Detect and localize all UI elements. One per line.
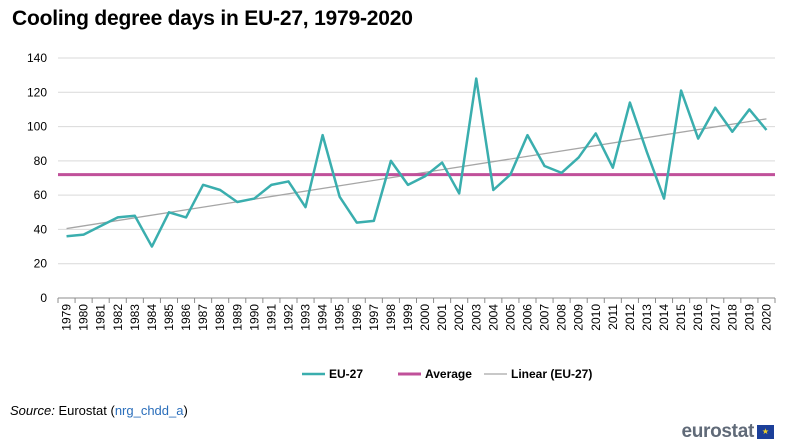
- x-tick-label: 1994: [316, 304, 330, 331]
- x-tick-label: 1997: [367, 304, 381, 331]
- x-tick-label: 2003: [469, 304, 483, 331]
- x-tick-label: 1986: [179, 304, 193, 331]
- y-tick-label: 100: [27, 120, 47, 134]
- x-tick-label: 1991: [264, 304, 278, 331]
- y-tick-label: 80: [34, 154, 48, 168]
- legend-eu27-label: EU-27: [329, 367, 363, 381]
- eu27-series-line: [66, 77, 768, 248]
- x-tick-label: 1983: [128, 304, 142, 331]
- x-tick-label: 1988: [213, 304, 227, 331]
- x-tick-label: 2013: [640, 304, 654, 331]
- x-tick-label: 1998: [384, 304, 398, 331]
- x-tick-label: 1984: [145, 304, 159, 331]
- x-tick-label: 2016: [691, 304, 705, 331]
- x-tick-label: 2008: [555, 304, 569, 331]
- source-label: Source:: [10, 403, 55, 418]
- y-tick-label: 120: [27, 85, 47, 99]
- x-tick-label: 1995: [333, 304, 347, 331]
- x-tick-label: 2012: [623, 304, 637, 331]
- x-tick-label: 1980: [77, 304, 91, 331]
- x-tick-label: 2010: [589, 304, 603, 331]
- chart-title: Cooling degree days in EU-27, 1979-2020: [12, 7, 413, 30]
- x-tick-label: 1993: [299, 304, 313, 331]
- x-tick-label: 2017: [708, 304, 722, 331]
- x-tick-label: 2004: [486, 304, 500, 331]
- y-tick-label: 20: [34, 257, 48, 271]
- x-tick-label: 2002: [452, 304, 466, 331]
- x-tick-label: 2006: [520, 304, 534, 331]
- x-tick-label: 2014: [657, 304, 671, 331]
- x-tick-label: 1999: [401, 304, 415, 331]
- x-tick-label: 1982: [111, 304, 125, 331]
- eurostat-logo: eurostat ★: [681, 421, 774, 443]
- y-tick-label: 140: [27, 51, 47, 65]
- source-publisher: Eurostat: [58, 403, 107, 418]
- source-dataset-link[interactable]: nrg_chdd_a: [114, 403, 184, 418]
- x-tick-label: 1985: [162, 304, 176, 331]
- x-tick-label: 2015: [674, 304, 688, 331]
- y-tick-label: 60: [34, 188, 48, 202]
- legend-linear-label: Linear (EU-27): [511, 367, 592, 381]
- x-tick-label: 2011: [606, 304, 620, 330]
- y-tick-label: 0: [40, 291, 47, 305]
- x-tick-label: 2020: [759, 304, 773, 331]
- x-tick-label: 1979: [60, 304, 74, 331]
- x-tick-label: 1981: [94, 304, 108, 331]
- x-tick-label: 1987: [196, 304, 210, 331]
- x-tick-label: 2009: [572, 304, 586, 331]
- legend-average-label: Average: [425, 367, 472, 381]
- x-tick-label: 2000: [418, 304, 432, 331]
- y-tick-label: 40: [34, 222, 48, 236]
- source-note: Source: Eurostat (nrg_chdd_a): [10, 403, 188, 418]
- x-tick-label: 1992: [281, 304, 295, 331]
- x-tick-label: 1996: [350, 304, 364, 331]
- x-tick-label: 1989: [230, 304, 244, 331]
- x-tick-label: 2007: [538, 304, 552, 331]
- x-tick-label: 2001: [435, 304, 449, 331]
- x-tick-label: 2005: [503, 304, 517, 331]
- logo-text: eurostat: [681, 421, 754, 442]
- x-tick-label: 1990: [247, 304, 261, 331]
- x-tick-label: 2019: [742, 304, 756, 331]
- eu-flag-icon: ★: [757, 425, 774, 439]
- x-tick-label: 2018: [725, 304, 739, 331]
